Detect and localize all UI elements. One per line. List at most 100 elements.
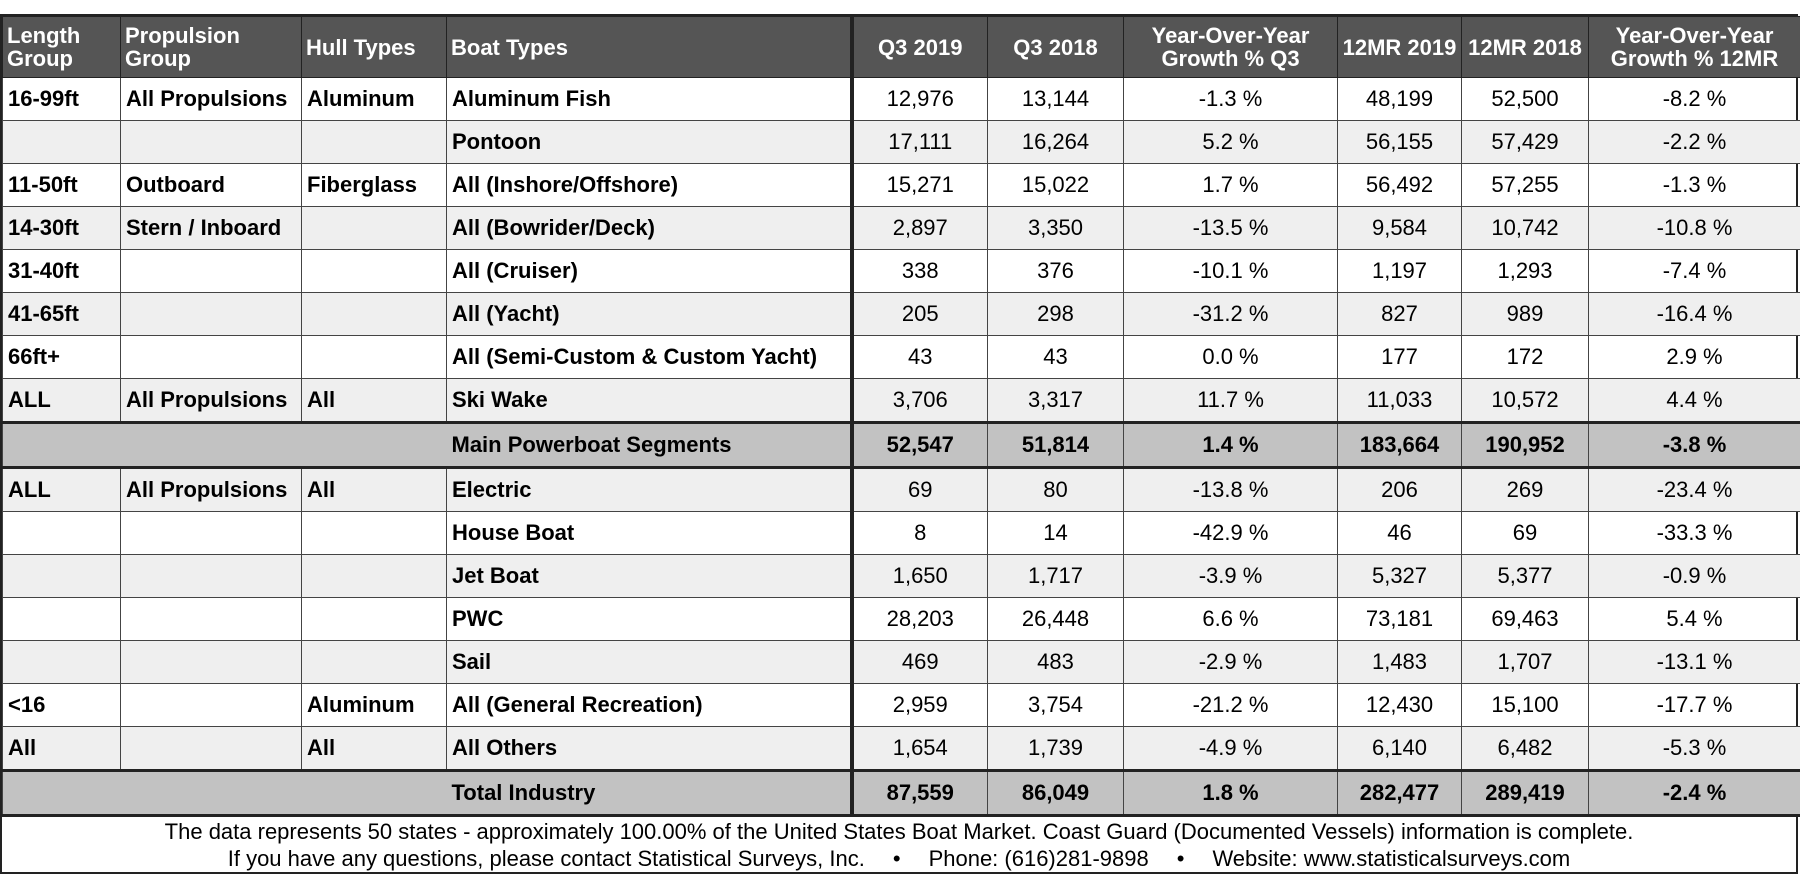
length-cell: All [2,726,121,771]
q3-2018-cell: 80 [987,467,1124,512]
data-row: All All All Others 1,654 1,739 -4.9 % 6,140 6,4… [2,726,1800,771]
q3-2018-cell: 16,264 [987,120,1124,164]
q3-2018-cell: 3,754 [987,683,1124,727]
q3-2019-cell: 69 [851,467,988,512]
yoy-12mr-cell: -7.4 % [1588,249,1800,293]
q3-2018-cell: 483 [987,640,1124,684]
q3-2018-cell: 376 [987,249,1124,293]
mr-2019-cell: 827 [1337,292,1462,336]
yoy-12mr-cell: -13.1 % [1588,640,1800,684]
yoy-12mr-cell: 4.4 % [1588,378,1800,423]
yoy-q3-cell: -4.9 % [1123,726,1338,771]
report: Length Group Propulsion Group Hull Types Bo… [0,14,1800,874]
footer: The data represents 50 states - approxim… [2,817,1796,872]
empty-cell [120,683,302,727]
yoy-q3-cell: -13.8 % [1123,467,1338,512]
yoy-12mr-cell: -0.9 % [1588,554,1800,598]
empty-cell [120,597,302,641]
mr-2018-cell: 989 [1461,292,1589,336]
empty-cell [120,726,302,771]
empty-cell [301,249,447,293]
data-row: Jet Boat 1,650 1,717 -3.9 % 5,327 5,377 -0.9 % [2,554,1800,598]
length-cell: 66ft+ [2,335,121,379]
hull-cell: Aluminum [301,683,447,727]
empty-cell [2,640,121,684]
website: Website: www.statisticalsurveys.com [1212,846,1571,871]
yoy-q3-cell: -31.2 % [1123,292,1338,336]
blank-cell [2,769,447,817]
summary-label: Main Powerboat Segments [446,421,854,469]
mr-2018-cell: 1,293 [1461,249,1589,293]
mr-2019-cell: 48,199 [1337,77,1462,121]
yoy-12mr-cell: -2.2 % [1588,120,1800,164]
q3-2019-cell: 1,650 [851,554,988,598]
empty-cell [120,511,302,555]
yoy-12mr-cell: -17.7 % [1588,683,1800,727]
yoy-12mr-cell: -2.4 % [1588,769,1800,817]
mr-2018-cell: 57,429 [1461,120,1589,164]
yoy-q3-cell: -1.3 % [1123,77,1338,121]
mr-2018-cell: 190,952 [1461,421,1589,469]
table-body: 16-99ft All Propulsions Aluminum Aluminum F… [2,77,1800,817]
empty-cell [301,597,447,641]
mr-2019-cell: 6,140 [1337,726,1462,771]
empty-cell [301,335,447,379]
q3-2019-cell: 205 [851,292,988,336]
yoy-q3-cell: 1.4 % [1123,421,1338,469]
q3-2019-cell: 52,547 [851,421,988,469]
yoy-12mr-cell: -5.3 % [1588,726,1800,771]
data-row: ALL All Propulsions All Electric 69 80 -13.8 %… [2,467,1800,512]
boat-cell: All (Semi-Custom & Custom Yacht) [446,335,854,379]
propulsion-cell: Stern / Inboard [120,206,302,250]
empty-cell [301,554,447,598]
boat-cell: Electric [446,467,854,512]
separator: • [892,846,901,871]
column-header: Year-Over-Year Growth % 12MR [1588,16,1800,78]
length-cell: 11-50ft [2,163,121,207]
blank-cell [2,421,447,469]
yoy-12mr-cell: -1.3 % [1588,163,1800,207]
yoy-q3-cell: -10.1 % [1123,249,1338,293]
mr-2019-cell: 9,584 [1337,206,1462,250]
data-row: 41-65ft All (Yacht) 205 298 -31.2 % 827 989 -16… [2,292,1800,336]
mr-2019-cell: 282,477 [1337,769,1462,817]
empty-cell [2,554,121,598]
yoy-12mr-cell: -33.3 % [1588,511,1800,555]
q3-2019-cell: 15,271 [851,163,988,207]
empty-cell [301,640,447,684]
data-row: PWC 28,203 26,448 6.6 % 73,181 69,463 5.4 % [2,597,1800,641]
q3-2018-cell: 298 [987,292,1124,336]
yoy-12mr-cell: -8.2 % [1588,77,1800,121]
yoy-q3-cell: 1.8 % [1123,769,1338,817]
boat-cell: House Boat [446,511,854,555]
header-row: Length Group Propulsion Group Hull Types Bo… [2,16,1800,78]
empty-cell [2,511,121,555]
length-cell: 31-40ft [2,249,121,293]
mr-2018-cell: 289,419 [1461,769,1589,817]
q3-2019-cell: 12,976 [851,77,988,121]
mr-2018-cell: 5,377 [1461,554,1589,598]
phone: Phone: (616)281-9898 [928,846,1149,871]
q3-2018-cell: 1,739 [987,726,1124,771]
mr-2019-cell: 12,430 [1337,683,1462,727]
q3-2018-cell: 3,350 [987,206,1124,250]
length-cell: 14-30ft [2,206,121,250]
yoy-q3-cell: 0.0 % [1123,335,1338,379]
q3-2018-cell: 43 [987,335,1124,379]
q3-2018-cell: 13,144 [987,77,1124,121]
yoy-12mr-cell: 2.9 % [1588,335,1800,379]
hull-cell: All [301,726,447,771]
mr-2018-cell: 269 [1461,467,1589,512]
q3-2018-cell: 3,317 [987,378,1124,423]
data-row: <16 Aluminum All (General Recreation) 2,959… [2,683,1800,727]
q3-2019-cell: 43 [851,335,988,379]
empty-cell [120,640,302,684]
boat-cell: Jet Boat [446,554,854,598]
column-header: Boat Types [446,16,854,78]
hull-cell: Aluminum [301,77,447,121]
empty-cell [301,206,447,250]
mr-2018-cell: 1,707 [1461,640,1589,684]
empty-cell [301,120,447,164]
column-header: Hull Types [301,16,447,78]
empty-cell [120,292,302,336]
